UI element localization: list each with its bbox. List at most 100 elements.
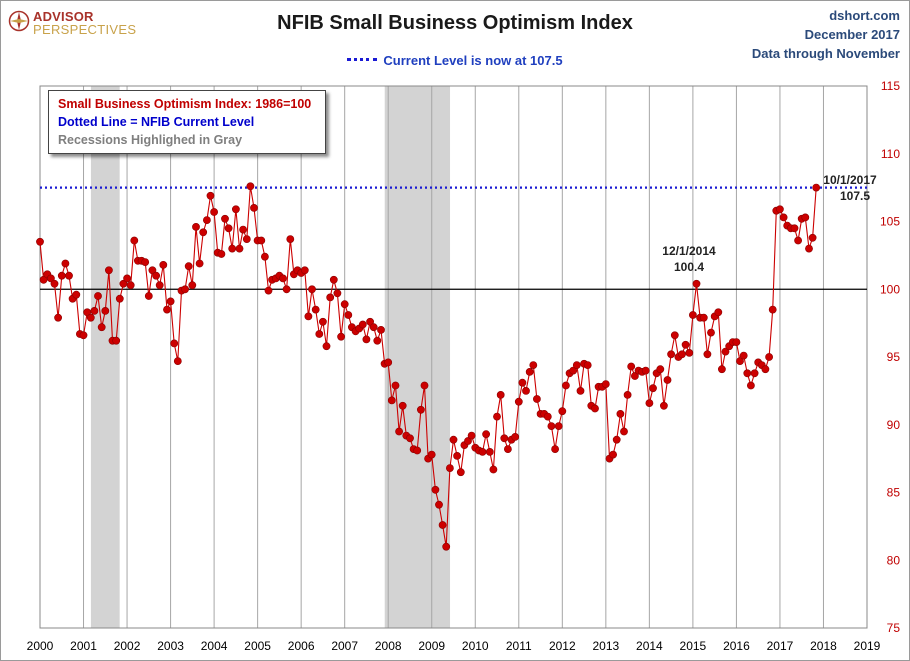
data-point-174 [667, 350, 675, 359]
chart-legend: Small Business Optimism Index: 1986=100 … [48, 90, 326, 154]
legend-recession-label: Recessions Highlighed in Gray [58, 133, 243, 147]
annotation-current-value: 107.5 [840, 189, 870, 203]
data-point-122 [478, 447, 487, 456]
logo-text-advisor: ADVISOR [33, 9, 94, 24]
data-point-208 [790, 224, 799, 233]
data-point-4 [50, 279, 59, 288]
data-point-80 [326, 293, 335, 302]
optimism-index-points [36, 182, 821, 551]
data-point-115 [453, 451, 461, 460]
data-point-123 [482, 430, 490, 439]
data-point-51 [221, 214, 229, 223]
data-point-22 [115, 294, 124, 303]
data-point-96 [384, 358, 393, 367]
data-point-98 [391, 381, 400, 390]
x-tick-label-2013: 2013 [592, 639, 619, 653]
data-point-127 [496, 390, 505, 399]
data-point-112 [442, 542, 451, 551]
data-point-169 [649, 384, 657, 393]
data-point-108 [427, 450, 436, 459]
data-point-110 [435, 500, 443, 509]
x-axis-ticks: 2000 2001 2002 2003 2004 2005 2006 2007 2008 2009… [27, 639, 881, 653]
x-tick-label-2003: 2003 [157, 639, 184, 653]
data-point-133 [518, 378, 527, 387]
data-point-57 [242, 235, 251, 243]
data-point-137 [533, 395, 541, 403]
data-point-124 [485, 447, 494, 456]
data-point-45 [199, 228, 208, 237]
data-point-164 [631, 372, 639, 380]
data-point-93 [373, 336, 382, 345]
data-point-34 [159, 260, 168, 269]
data-point-214 [812, 183, 821, 192]
data-point-55 [235, 244, 244, 253]
data-point-82 [333, 289, 342, 298]
data-point-77 [315, 330, 324, 338]
x-tick-label-2012: 2012 [549, 639, 576, 653]
data-point-0 [36, 237, 44, 246]
x-tick-label-2017: 2017 [767, 639, 794, 653]
data-point-92 [369, 323, 378, 332]
advisor-perspectives-logo[interactable]: ADVISOR PERSPECTIVES [8, 8, 148, 38]
data-point-212 [805, 244, 813, 253]
data-point-201 [765, 353, 773, 361]
data-point-177 [678, 350, 686, 359]
data-point-160 [616, 409, 625, 418]
source-through: Data through November [751, 46, 900, 61]
recession-band-1 [90, 86, 120, 628]
data-point-15 [90, 306, 99, 315]
data-point-167 [641, 366, 650, 375]
data-point-185 [707, 328, 715, 337]
data-point-132 [514, 397, 523, 406]
data-point-31 [148, 266, 157, 275]
y-tick-label-85: 85 [887, 486, 901, 500]
y-tick-label-115: 115 [881, 79, 900, 93]
data-point-202 [768, 305, 777, 314]
data-point-175 [670, 331, 679, 340]
data-point-163 [627, 362, 636, 371]
data-point-209 [794, 236, 802, 245]
data-point-25 [126, 281, 135, 290]
data-point-196 [747, 381, 755, 390]
x-tick-label-2002: 2002 [114, 639, 141, 653]
data-point-5 [54, 313, 62, 322]
data-point-69 [286, 235, 295, 243]
data-point-19 [105, 266, 113, 275]
data-point-192 [732, 338, 741, 346]
x-tick-label-2019: 2019 [854, 639, 881, 653]
data-point-128 [500, 434, 509, 443]
subtitle-text: Current Level is now at 107.5 [383, 53, 563, 68]
data-point-125 [489, 465, 498, 474]
data-point-12 [79, 331, 88, 340]
data-point-90 [362, 335, 371, 344]
data-point-205 [779, 213, 788, 222]
data-point-23 [119, 279, 128, 288]
data-point-145 [562, 381, 570, 390]
data-point-188 [718, 365, 726, 374]
source-site[interactable]: dshort.com [829, 8, 900, 23]
data-point-58 [246, 182, 255, 191]
x-tick-label-2014: 2014 [636, 639, 663, 653]
annotations: 12/1/2014 100.4 10/1/2017 107.5 [662, 173, 877, 274]
data-point-7 [61, 259, 70, 268]
data-point-29 [141, 258, 150, 266]
data-point-173 [663, 376, 672, 384]
data-point-68 [282, 285, 291, 294]
data-point-104 [413, 446, 422, 455]
data-point-46 [202, 216, 211, 224]
data-point-52 [224, 224, 233, 233]
data-point-187 [714, 308, 723, 317]
x-tick-label-2009: 2009 [418, 639, 445, 653]
data-point-83 [337, 332, 345, 341]
data-point-113 [445, 464, 454, 472]
data-point-74 [304, 312, 313, 321]
data-point-114 [449, 435, 458, 444]
data-point-213 [808, 233, 817, 242]
data-point-105 [416, 405, 425, 414]
data-point-172 [660, 401, 668, 410]
legend-series-label: Small Business Optimism Index: 1986=100 [58, 97, 312, 111]
data-point-140 [543, 412, 552, 421]
data-point-144 [558, 407, 567, 416]
data-point-118 [464, 437, 472, 445]
data-point-61 [257, 236, 266, 245]
